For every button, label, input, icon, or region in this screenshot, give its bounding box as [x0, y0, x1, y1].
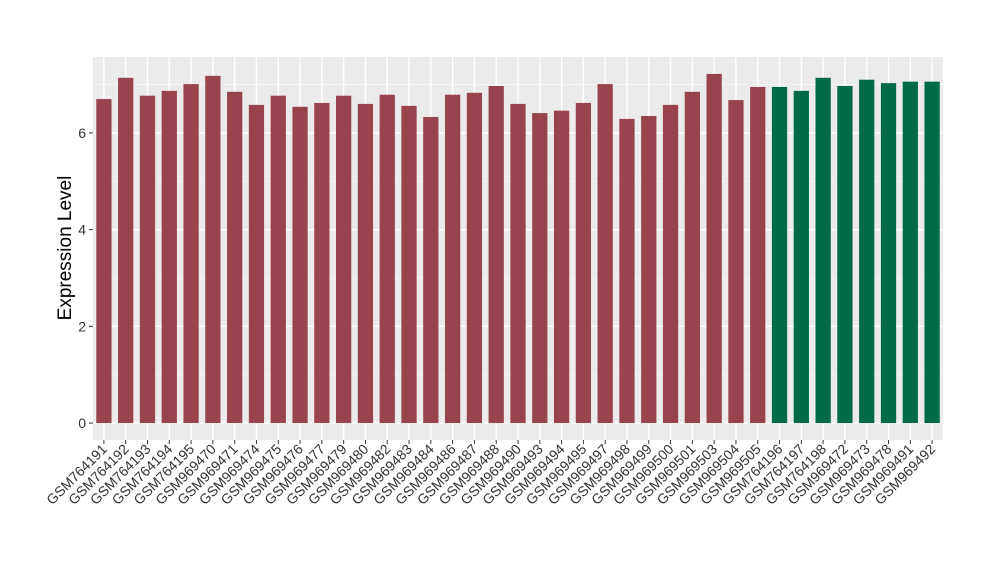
bar: [248, 104, 265, 424]
bar: [357, 103, 374, 424]
bar: [815, 77, 831, 424]
bar: [139, 95, 156, 424]
bar: [205, 75, 221, 424]
bar: [619, 118, 635, 424]
bar: [161, 90, 177, 424]
bar: [575, 102, 592, 424]
y-tick-label: 4: [78, 222, 86, 238]
bar: [662, 104, 679, 424]
bar: [183, 84, 199, 424]
bar: [750, 86, 766, 424]
bar: [532, 113, 548, 424]
bar: [641, 115, 657, 424]
bar: [423, 116, 439, 424]
bar: [336, 95, 352, 424]
bar: [902, 81, 918, 424]
bar: [488, 86, 504, 424]
bar: [401, 105, 417, 424]
bar: [924, 81, 940, 424]
bar: [771, 86, 788, 424]
bar: [880, 83, 897, 424]
y-tick-label: 2: [78, 318, 86, 334]
y-tick-label: 6: [78, 125, 86, 141]
bar: [227, 91, 243, 424]
bar: [597, 84, 613, 424]
y-tick-label: 0: [78, 415, 86, 431]
bar: [270, 95, 286, 424]
bar: [444, 94, 461, 424]
bar: [292, 106, 308, 424]
bar: [379, 94, 395, 424]
bar: [793, 90, 809, 424]
bar: [510, 103, 526, 424]
bar: [728, 100, 744, 424]
bar: [118, 77, 134, 424]
y-axis-title: Expression Level: [55, 176, 76, 321]
bar: [859, 79, 875, 424]
bar: [684, 91, 700, 424]
bar: [314, 102, 330, 424]
bar: [96, 99, 112, 424]
bar: [466, 92, 483, 424]
bar: [553, 110, 570, 424]
bar: [837, 86, 853, 424]
bar: [706, 73, 722, 424]
